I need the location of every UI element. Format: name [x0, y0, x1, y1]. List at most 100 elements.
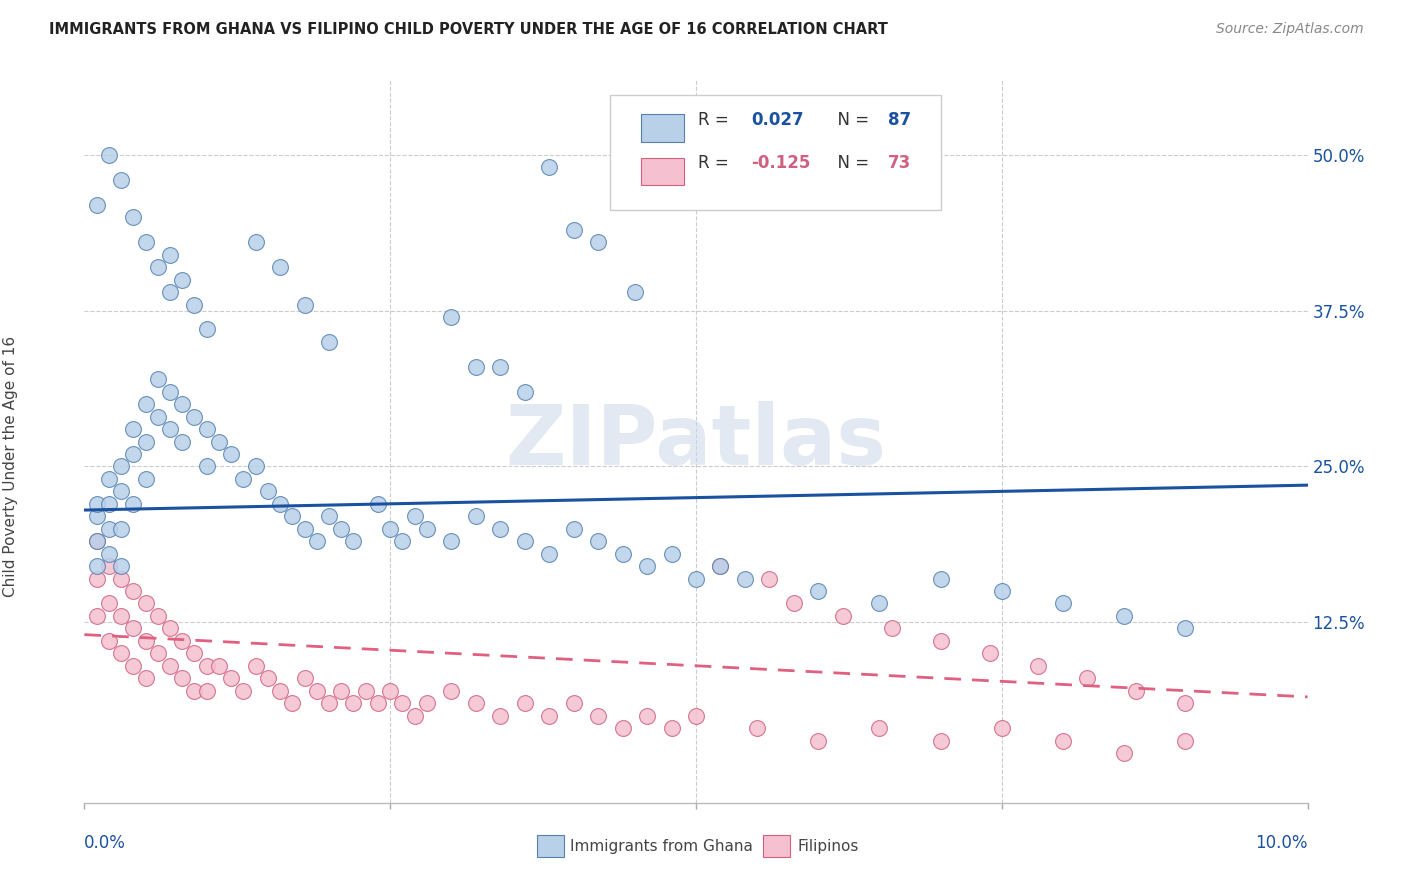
Point — [122, 621, 145, 635]
Point — [146, 609, 169, 624]
Point — [122, 447, 145, 461]
Text: 0.0%: 0.0% — [84, 834, 127, 852]
Point — [880, 621, 903, 635]
Text: R =: R = — [699, 111, 734, 129]
Point — [146, 372, 169, 386]
Point — [135, 235, 157, 250]
Point — [1028, 658, 1050, 673]
Point — [122, 497, 145, 511]
Text: Source: ZipAtlas.com: Source: ZipAtlas.com — [1216, 22, 1364, 37]
Point — [342, 696, 364, 710]
Point — [661, 547, 683, 561]
Point — [172, 272, 194, 286]
Point — [758, 572, 780, 586]
Point — [172, 434, 194, 449]
Point — [110, 572, 132, 586]
Point — [294, 671, 316, 685]
Point — [489, 359, 512, 374]
Point — [1174, 621, 1197, 635]
Point — [318, 334, 340, 349]
Point — [122, 422, 145, 436]
Point — [195, 459, 218, 474]
Text: 10.0%: 10.0% — [1256, 834, 1308, 852]
Point — [612, 547, 634, 561]
Point — [183, 297, 205, 311]
Point — [97, 472, 120, 486]
Point — [110, 559, 132, 574]
Point — [1076, 671, 1098, 685]
Point — [172, 397, 194, 411]
Point — [586, 708, 609, 723]
Point — [330, 683, 353, 698]
Point — [636, 708, 658, 723]
Point — [97, 559, 120, 574]
Point — [734, 572, 756, 586]
Point — [538, 547, 561, 561]
Point — [869, 597, 891, 611]
Point — [807, 584, 830, 599]
Point — [416, 696, 439, 710]
Point — [183, 683, 205, 698]
Bar — [641, 114, 683, 142]
Text: N =: N = — [827, 111, 875, 129]
Point — [110, 173, 132, 187]
Point — [783, 597, 806, 611]
Point — [110, 484, 132, 499]
Point — [367, 696, 389, 710]
Point — [86, 497, 108, 511]
Point — [97, 633, 120, 648]
Text: 87: 87 — [889, 111, 911, 129]
Point — [636, 559, 658, 574]
Point — [489, 522, 512, 536]
Point — [86, 559, 108, 574]
Point — [562, 696, 585, 710]
Point — [464, 359, 486, 374]
Bar — [537, 835, 564, 857]
Point — [135, 597, 157, 611]
Point — [195, 422, 218, 436]
Point — [1052, 597, 1074, 611]
Point — [110, 459, 132, 474]
Point — [342, 534, 364, 549]
Text: 0.027: 0.027 — [751, 111, 804, 129]
Point — [245, 459, 267, 474]
Point — [135, 671, 157, 685]
Text: Filipinos: Filipinos — [797, 838, 859, 854]
Point — [159, 384, 181, 399]
Point — [135, 434, 157, 449]
Text: -0.125: -0.125 — [751, 154, 810, 172]
Point — [146, 409, 169, 424]
Point — [257, 484, 280, 499]
Point — [929, 633, 952, 648]
FancyBboxPatch shape — [610, 95, 941, 211]
Point — [159, 422, 181, 436]
Point — [183, 409, 205, 424]
Point — [562, 223, 585, 237]
Text: 73: 73 — [889, 154, 911, 172]
Point — [146, 646, 169, 660]
Point — [416, 522, 439, 536]
Point — [135, 472, 157, 486]
Point — [624, 285, 647, 299]
Point — [1114, 746, 1136, 760]
Point — [97, 597, 120, 611]
Point — [135, 397, 157, 411]
Point — [1052, 733, 1074, 747]
Point — [807, 733, 830, 747]
Point — [869, 721, 891, 735]
Point — [159, 658, 181, 673]
Point — [294, 297, 316, 311]
Point — [305, 534, 328, 549]
Point — [562, 522, 585, 536]
Point — [269, 683, 291, 698]
Point — [269, 497, 291, 511]
Point — [245, 658, 267, 673]
Text: Child Poverty Under the Age of 16: Child Poverty Under the Age of 16 — [3, 336, 18, 597]
Point — [232, 683, 254, 698]
Point — [929, 733, 952, 747]
Point — [122, 211, 145, 225]
Point — [110, 646, 132, 660]
Point — [354, 683, 377, 698]
Point — [380, 683, 402, 698]
Bar — [641, 158, 683, 185]
